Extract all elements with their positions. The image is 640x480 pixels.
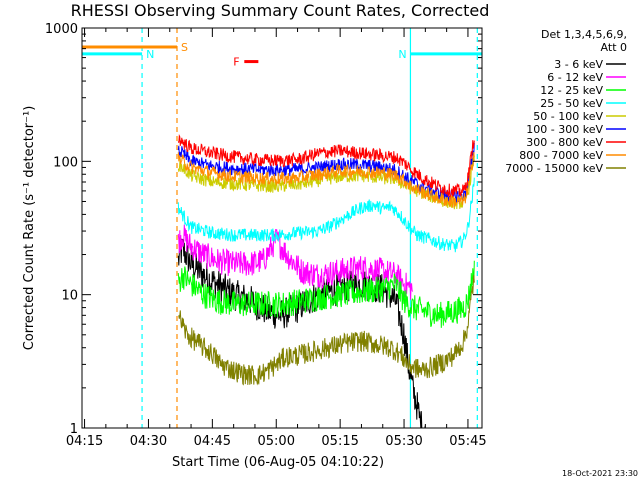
timestamp: 18-Oct-2021 23:30 (562, 469, 638, 478)
legend-label: 100 - 300 keV (526, 123, 603, 136)
y-tick-label: 100 (53, 155, 78, 170)
flag-label: N (146, 48, 154, 61)
legend-label: 25 - 50 keV (540, 97, 603, 110)
x-tick-label: 04:45 (194, 434, 231, 449)
series-line (177, 224, 414, 300)
legend-header: Det 1,3,4,5,6,9, (541, 28, 627, 41)
flag-label: N (398, 48, 406, 61)
y-axis-label: Corrected Count Rate (s⁻¹ detector⁻¹) (22, 106, 37, 351)
x-tick-label: 04:30 (130, 434, 167, 449)
series-line (178, 275, 475, 386)
y-tick-label: 10 (61, 289, 78, 304)
legend-label: 50 - 100 keV (533, 110, 603, 123)
chart-title: RHESSI Observing Summary Count Rates, Co… (71, 1, 490, 20)
y-tick-label: 1 (70, 422, 78, 437)
legend-header: Att 0 (601, 41, 627, 54)
plot-frame (81, 27, 483, 429)
legend-label: 6 - 12 keV (547, 71, 603, 84)
x-tick-label: 05:00 (258, 434, 295, 449)
legend-label: 12 - 25 keV (540, 84, 603, 97)
series-line (177, 177, 475, 253)
flag-label: F (233, 56, 239, 69)
x-tick-label: 05:45 (449, 434, 486, 449)
x-axis-label: Start Time (06-Aug-05 04:10:22) (172, 455, 384, 470)
legend-label: 800 - 7000 keV (519, 149, 603, 162)
x-tick-label: 05:15 (321, 434, 358, 449)
flag-label: S (181, 41, 188, 54)
y-tick-label: 1000 (45, 22, 78, 37)
x-tick-label: 05:30 (385, 434, 422, 449)
legend-label: 3 - 6 keV (554, 58, 603, 71)
series-line (177, 133, 475, 200)
series-line (177, 260, 475, 328)
legend-label: 300 - 800 keV (526, 136, 603, 149)
series-line (177, 151, 475, 208)
x-tick-label: 04:15 (66, 434, 103, 449)
legend-label: 7000 - 15000 keV (505, 162, 603, 175)
